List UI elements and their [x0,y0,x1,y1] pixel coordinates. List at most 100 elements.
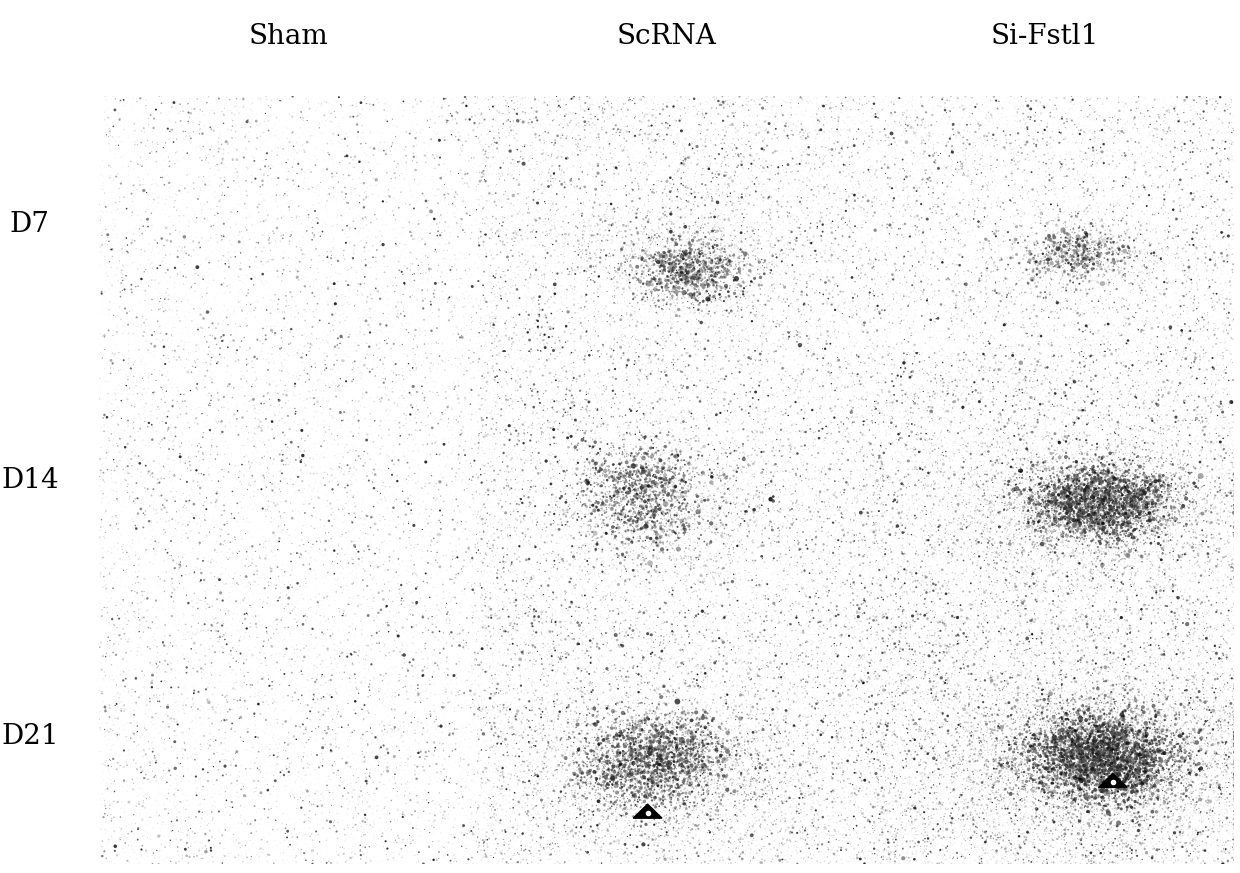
Point [920,251,940,265]
Point [893,358,913,372]
Point [355,327,374,341]
Point [1003,624,1023,638]
Point [1115,696,1135,710]
Point [1003,759,1023,773]
Point [405,780,425,794]
Point [781,599,801,613]
Point [1193,682,1213,696]
Point [957,526,977,540]
Point [983,455,1003,469]
Point [301,544,321,558]
Point [986,664,1006,678]
Point [715,429,735,443]
Point [946,235,966,249]
Point [903,490,923,504]
Point [849,393,869,407]
Point [1167,385,1187,399]
Point [198,554,218,568]
Point [1100,531,1120,545]
Point [725,764,745,778]
Point [1157,753,1177,767]
Point [703,790,723,804]
Point [159,631,179,645]
Point [1042,394,1061,408]
Point [1152,773,1172,787]
Point [909,314,929,328]
Point [498,448,518,462]
Point [801,660,821,674]
Point [89,478,109,492]
Point [749,208,769,222]
Point [649,723,668,737]
Point [1091,490,1111,504]
Point [1044,495,1064,509]
Point [480,556,500,570]
Point [625,743,645,757]
Point [1188,521,1208,535]
Point [250,754,270,768]
Point [939,499,959,513]
Point [1177,417,1197,431]
Point [1105,789,1125,803]
Point [745,787,765,801]
Point [527,240,547,254]
Point [854,472,874,486]
Point [456,560,476,574]
Point [817,508,837,522]
Point [417,209,436,223]
Point [1137,722,1157,736]
Point [959,527,978,541]
Point [759,532,779,546]
Point [689,712,709,726]
Point [565,239,585,253]
Point [1180,714,1200,728]
Point [570,395,590,409]
Point [812,253,832,267]
Point [506,718,526,732]
Point [1213,835,1233,849]
Point [531,163,551,177]
Point [296,130,316,144]
Point [722,778,742,792]
Point [1213,453,1233,467]
Point [686,783,706,797]
Point [432,406,451,420]
Point [556,703,575,717]
Point [433,491,453,505]
Point [520,321,539,335]
Point [1001,770,1021,784]
Point [1090,749,1110,763]
Point [626,692,646,706]
Point [1183,787,1203,801]
Point [119,841,139,855]
Point [651,618,671,632]
Point [649,488,668,502]
Point [1021,551,1040,565]
Point [1059,807,1079,821]
Point [956,589,976,603]
Point [662,683,682,697]
Point [647,706,667,720]
Point [475,176,495,190]
Point [325,231,345,245]
Point [1104,800,1123,814]
Point [182,631,202,645]
Point [1106,772,1126,786]
Point [283,694,303,708]
Point [378,632,398,646]
Point [706,645,725,659]
Point [383,110,403,124]
Point [1035,417,1055,431]
Point [1138,314,1158,328]
Point [1075,469,1095,483]
Point [1137,217,1157,230]
Point [968,194,988,208]
Point [1210,727,1230,741]
Point [963,755,983,769]
Point [723,116,743,130]
Point [1081,841,1101,855]
Point [1092,803,1112,817]
Point [792,186,812,200]
Point [171,697,191,711]
Point [1028,616,1048,630]
